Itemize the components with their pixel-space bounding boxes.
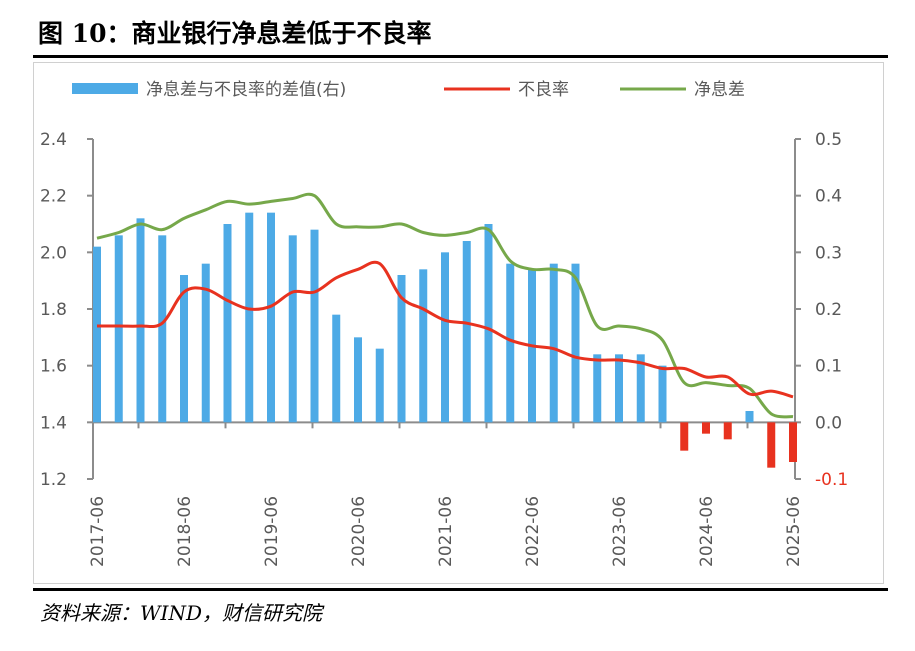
x-tick-label: 2023-06 — [610, 496, 630, 567]
left-tick-label: 1.2 — [40, 470, 67, 490]
bar — [767, 422, 776, 468]
bar — [158, 235, 167, 423]
source-rule — [33, 588, 888, 591]
bar — [549, 263, 558, 423]
left-tick-label: 1.6 — [40, 357, 67, 377]
x-tick-label: 2021-06 — [436, 496, 456, 567]
bar — [636, 354, 645, 423]
x-tick-label: 2020-06 — [349, 496, 369, 567]
bar — [93, 246, 101, 423]
figure-title: 图 10：商业银行净息差低于不良率 — [38, 19, 432, 48]
bar — [441, 252, 449, 423]
legend-label-npl: 不良率 — [518, 80, 569, 100]
x-tick-label: 2019-06 — [262, 496, 282, 567]
right-tick-label: 0.5 — [815, 130, 842, 150]
bar — [571, 263, 580, 423]
bar — [136, 218, 145, 423]
bar — [332, 314, 341, 423]
bar — [680, 422, 689, 451]
bar — [484, 224, 493, 423]
bar — [397, 275, 406, 423]
right-tick-label: 0.2 — [815, 300, 842, 320]
bar — [702, 422, 710, 434]
bar — [354, 337, 362, 423]
x-tick-label: 2025-06 — [784, 496, 804, 567]
source-note: 资料来源：WIND，财信研究院 — [40, 601, 322, 625]
bar — [419, 269, 428, 423]
bar — [180, 275, 188, 423]
bar — [310, 229, 319, 423]
left-tick-label: 1.8 — [40, 300, 67, 320]
legend-label-nim: 净息差 — [694, 80, 745, 100]
bar — [201, 263, 210, 423]
bar — [223, 224, 232, 423]
right-tick-label: 0.3 — [815, 243, 842, 263]
x-tick-label: 2022-06 — [523, 496, 543, 567]
legend-label-diff: 净息差与不良率的差值(右) — [146, 80, 346, 100]
title-rule — [33, 55, 888, 58]
bar — [462, 241, 471, 423]
left-tick-label: 1.4 — [40, 413, 67, 433]
bar — [288, 235, 297, 423]
bar — [245, 212, 254, 423]
bar — [506, 263, 515, 423]
chart-frame — [33, 62, 884, 584]
left-tick-label: 2.4 — [40, 130, 67, 150]
bar — [375, 348, 384, 423]
bar — [114, 235, 123, 423]
line-series-nim — [96, 192, 794, 419]
line-series-npl — [97, 260, 794, 399]
bar — [267, 212, 275, 423]
bar — [658, 365, 667, 423]
right-tick-label: 0.0 — [815, 413, 842, 433]
bar — [615, 354, 623, 423]
left-tick-label: 2.2 — [40, 187, 67, 207]
bar — [789, 422, 797, 462]
right-tick-label: 0.4 — [815, 187, 842, 207]
legend-swatch-diff — [72, 83, 138, 94]
x-tick-label: 2018-06 — [175, 496, 195, 567]
left-tick-label: 2.0 — [40, 243, 67, 263]
bar — [593, 354, 602, 423]
x-tick-label: 2024-06 — [697, 496, 717, 567]
x-tick-label: 2017-06 — [88, 496, 108, 567]
right-tick-label: -0.1 — [815, 470, 848, 490]
bar — [723, 422, 732, 440]
right-tick-label: 0.1 — [815, 357, 842, 377]
bar — [745, 411, 754, 423]
